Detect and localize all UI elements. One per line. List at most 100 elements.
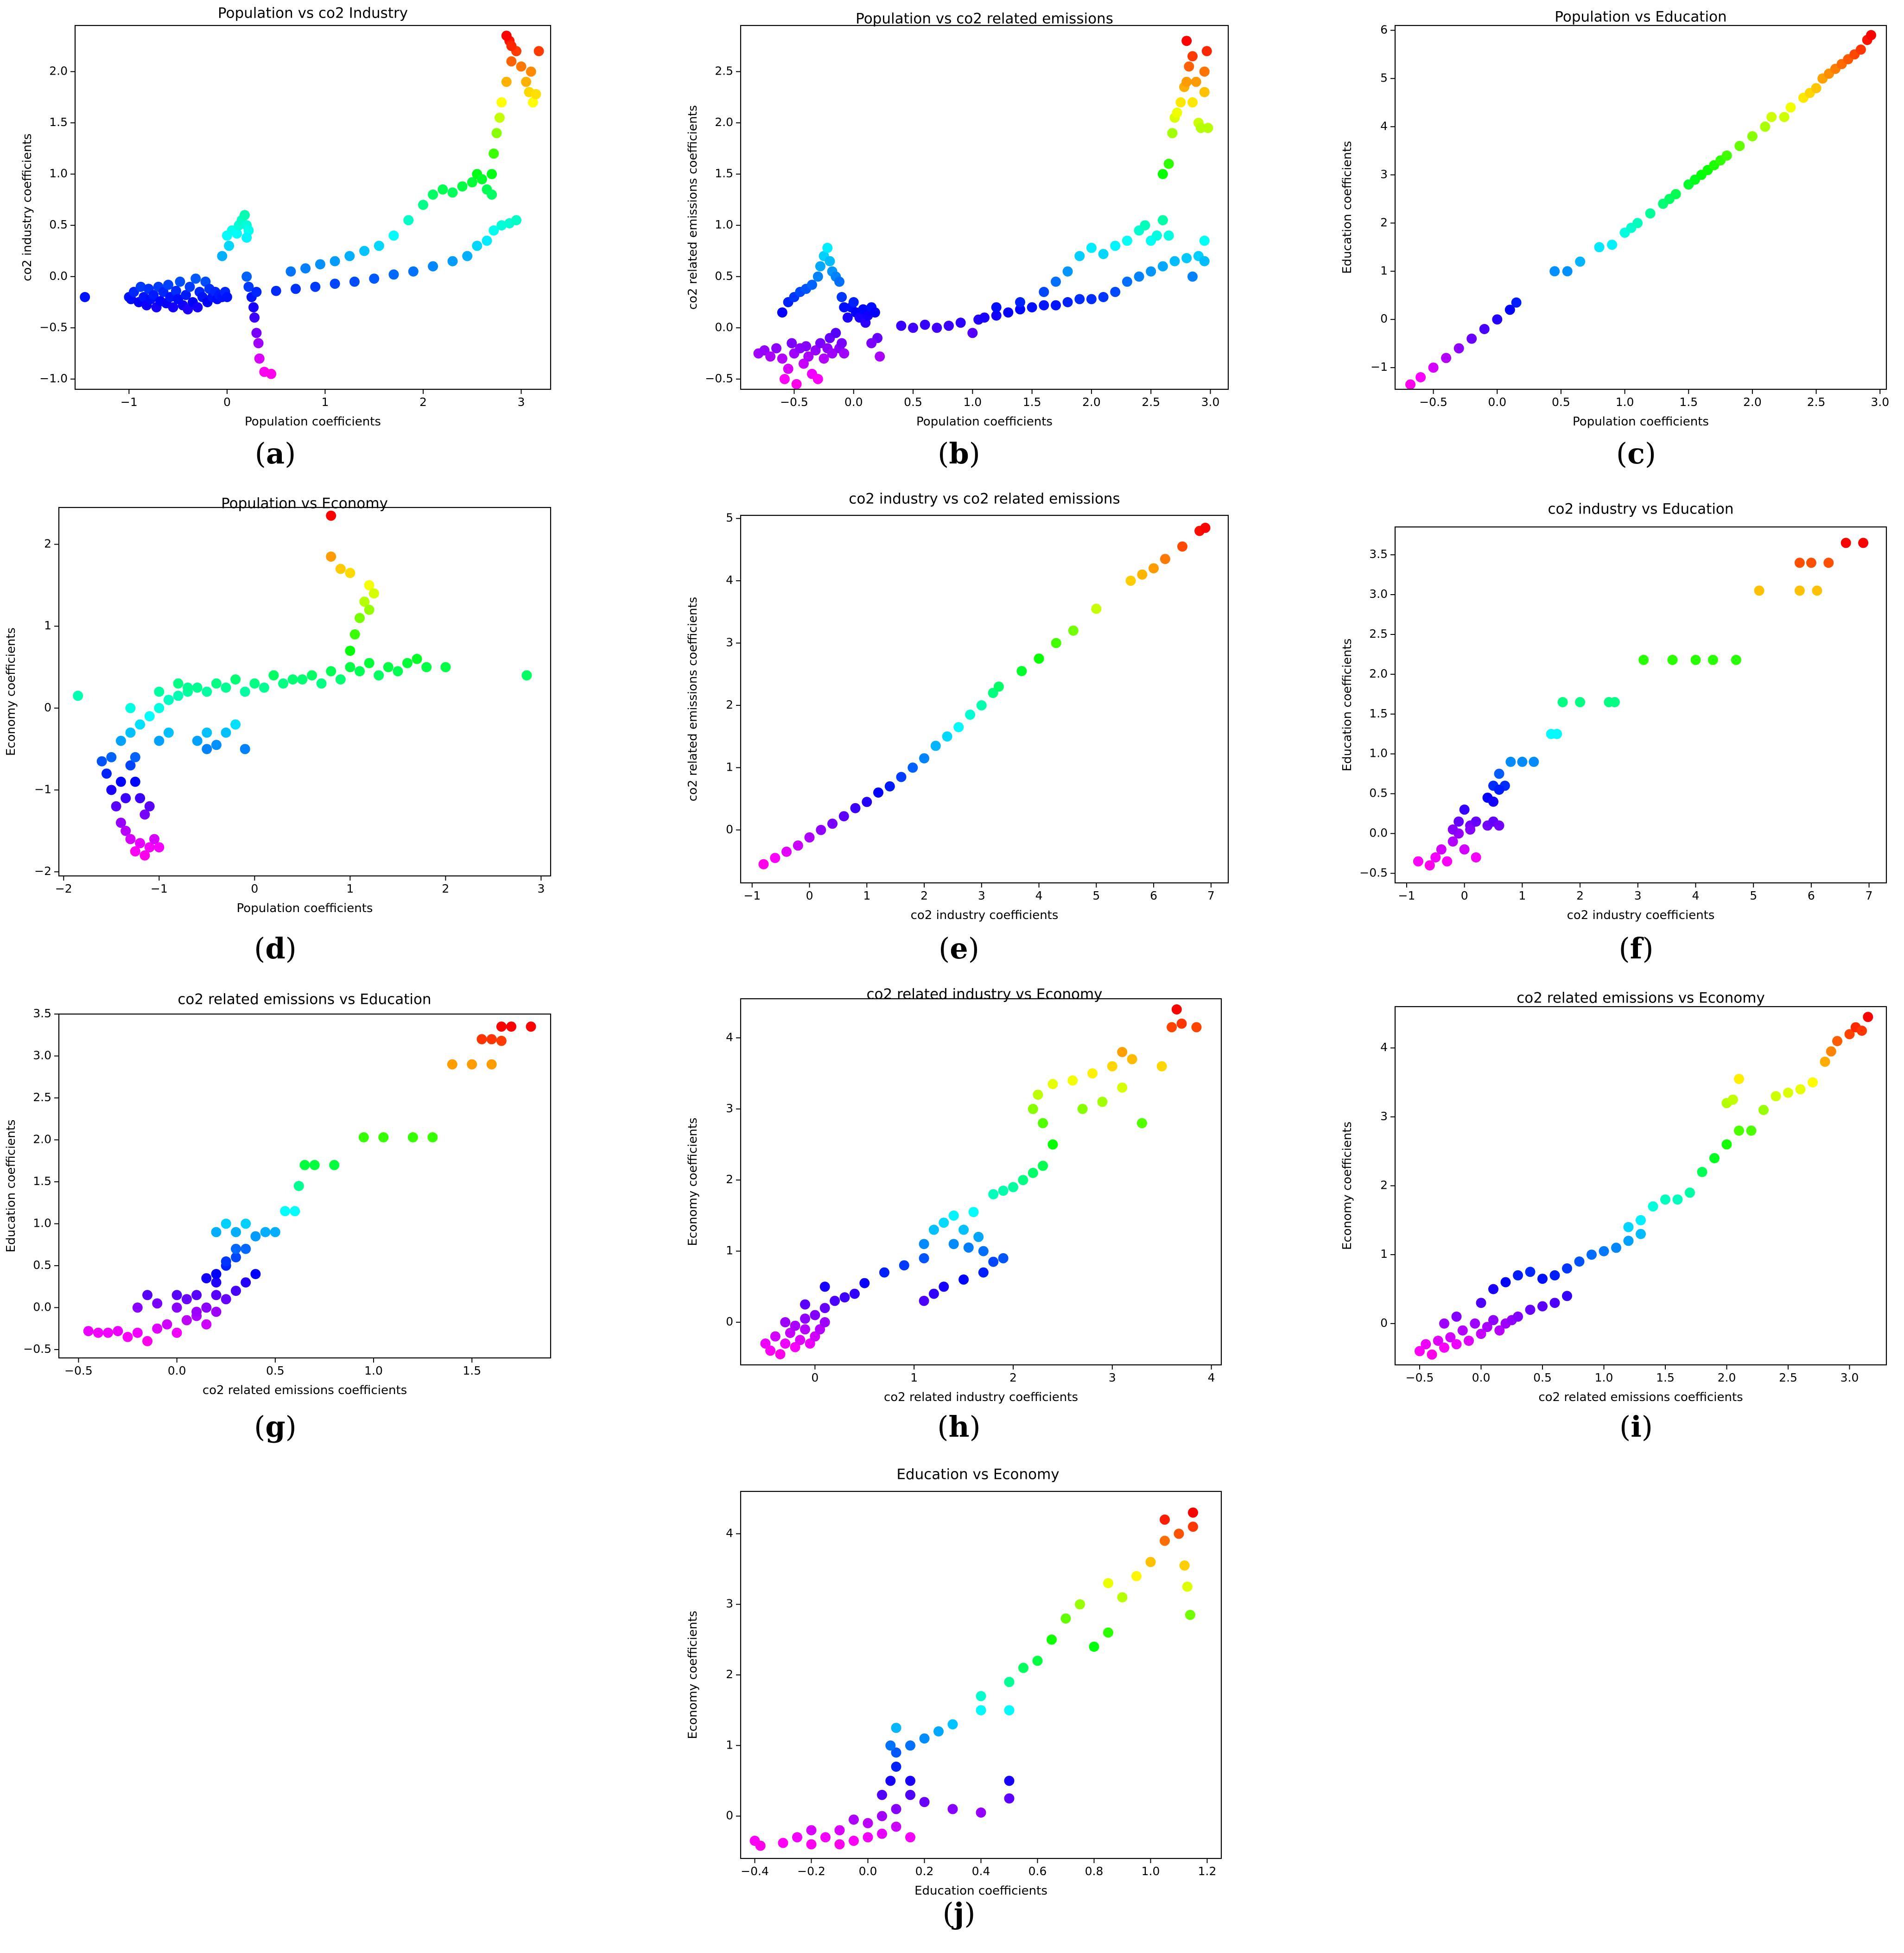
data-point: [1140, 220, 1150, 231]
data-point: [793, 840, 803, 851]
data-point: [1447, 836, 1458, 847]
data-point: [496, 220, 507, 231]
data-point: [1188, 1522, 1198, 1532]
data-point: [1430, 852, 1441, 862]
x-tick-label: −0.5: [64, 1364, 93, 1377]
y-tick-label: 0: [726, 1809, 733, 1822]
data-point: [374, 241, 384, 251]
data-point: [1457, 1325, 1468, 1336]
data-point: [905, 1789, 915, 1800]
y-tick-label: 1: [726, 1244, 733, 1257]
data-point: [345, 568, 355, 578]
data-point: [1167, 128, 1178, 139]
y-tick-label: 4: [726, 1030, 733, 1044]
data-point: [122, 1332, 133, 1342]
data-point: [190, 273, 201, 284]
panel-label: (b): [938, 437, 980, 470]
data-point: [330, 256, 340, 266]
x-tick-label: −0.5: [1419, 395, 1447, 409]
data-point: [884, 781, 895, 792]
y-tick-label: 4: [726, 1526, 733, 1540]
data-point: [181, 1294, 192, 1305]
data-point: [1110, 286, 1121, 297]
data-point: [1707, 654, 1718, 665]
y-tick-label: −2: [34, 864, 51, 878]
data-point: [231, 1227, 241, 1237]
data-point: [1152, 230, 1162, 241]
y-tick-label: 1: [726, 760, 733, 774]
data-point: [191, 1306, 202, 1317]
data-point: [315, 259, 325, 270]
data-point: [251, 328, 262, 338]
data-point: [501, 76, 512, 87]
x-tick-label: 1.5: [1656, 1371, 1675, 1384]
data-point: [211, 1290, 222, 1300]
data-point: [1027, 302, 1037, 313]
data-point: [998, 1186, 1009, 1196]
data-point: [1690, 654, 1701, 665]
data-point: [249, 312, 260, 323]
y-tick-label: 3: [726, 1597, 733, 1611]
data-point: [1513, 1311, 1523, 1322]
x-tick-label: 0.2: [915, 1864, 934, 1878]
data-point: [496, 97, 507, 108]
data-point: [848, 297, 859, 307]
data-point: [249, 678, 260, 689]
y-tick-label: −1: [34, 783, 51, 796]
x-tick-label: 0.5: [1533, 1371, 1552, 1384]
data-point: [374, 670, 384, 681]
data-point: [1137, 569, 1148, 580]
scatter-points: [749, 1507, 1198, 1851]
x-tick-label: 0: [1461, 889, 1468, 902]
data-point: [221, 682, 231, 693]
y-tick-label: 4: [726, 573, 733, 587]
x-tick-label: 4: [1208, 1371, 1215, 1384]
data-point: [221, 727, 231, 738]
data-point: [1537, 1274, 1548, 1284]
chart-title: co2 related emissions vs Economy: [1517, 990, 1765, 1007]
data-point: [827, 818, 838, 829]
x-tick-label: 0.0: [859, 1864, 877, 1878]
chart-title: co2 industry vs co2 related emissions: [849, 491, 1120, 507]
data-point: [231, 1286, 241, 1296]
data-point: [181, 290, 191, 300]
data-point: [976, 1705, 986, 1716]
data-point: [154, 703, 165, 713]
data-point: [958, 1224, 969, 1235]
data-point: [115, 776, 126, 787]
data-point: [1181, 253, 1192, 263]
data-point: [299, 1160, 310, 1170]
data-point: [1471, 816, 1481, 827]
data-point: [364, 580, 374, 590]
data-point: [1415, 372, 1426, 382]
data-point: [211, 740, 222, 750]
data-point: [1575, 697, 1586, 707]
data-point: [942, 731, 952, 742]
data-point: [991, 302, 1002, 313]
data-point: [1525, 1305, 1536, 1315]
data-point: [785, 1328, 795, 1338]
data-point: [1451, 1339, 1462, 1350]
data-point: [815, 1324, 825, 1335]
scatter-points: [73, 510, 532, 861]
data-point: [1004, 1705, 1015, 1716]
data-point: [368, 588, 379, 599]
chart-panel-i: co2 related emissions vs Economy −0.5 0.0 0…: [1340, 990, 1887, 1444]
x-axis-label: co2 related emissions coefficients: [203, 1383, 407, 1397]
data-point: [1494, 820, 1504, 831]
data-point: [978, 1246, 989, 1256]
x-axis-label: co2 related emissions coefficients: [1538, 1390, 1743, 1404]
data-point: [1721, 150, 1732, 161]
data-point: [135, 281, 146, 292]
y-tick-label: 1.0: [1369, 747, 1388, 760]
data-point: [326, 510, 336, 521]
data-point: [240, 210, 250, 221]
data-point: [765, 1345, 776, 1356]
data-point: [440, 662, 451, 672]
data-point: [1157, 169, 1168, 179]
data-point: [369, 273, 380, 284]
x-tick-label: 1.2: [1198, 1864, 1217, 1878]
y-tick-label: 0.5: [49, 218, 68, 231]
panel-label: (f): [1618, 932, 1653, 965]
x-tick-label: −0.5: [780, 395, 808, 409]
